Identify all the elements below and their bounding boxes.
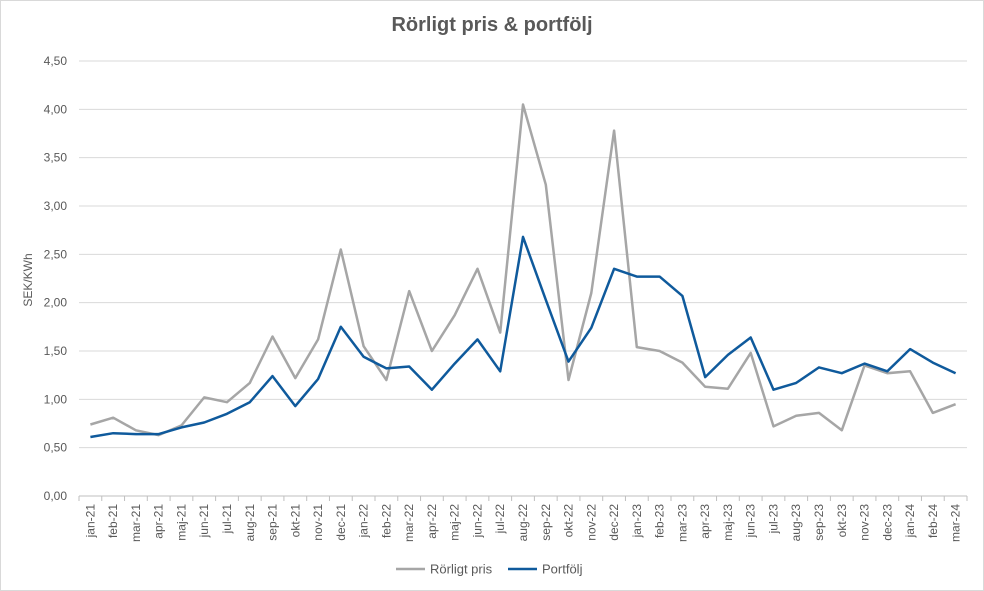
x-tick-label: apr-22 xyxy=(425,504,439,539)
x-tick-label: aug-23 xyxy=(789,504,803,542)
x-tick-label: feb-24 xyxy=(926,504,940,538)
x-tick-label: dec-22 xyxy=(607,504,621,541)
x-tick-label: nov-21 xyxy=(311,504,325,541)
x-tick-label: jan-22 xyxy=(357,504,371,539)
x-tick-label: okt-21 xyxy=(288,504,302,538)
x-tick-label: feb-22 xyxy=(379,504,393,538)
x-tick-label: nov-22 xyxy=(584,504,598,541)
x-tick-label: okt-23 xyxy=(835,504,849,538)
series-line-2 xyxy=(90,235,957,439)
x-tick-label: jul-21 xyxy=(220,504,234,535)
x-tick-label: dec-23 xyxy=(880,504,894,541)
x-tick-label: jul-22 xyxy=(493,504,507,535)
x-tick-label: jan-21 xyxy=(83,504,97,539)
x-tick-label: jun-21 xyxy=(197,504,211,539)
y-tick-label: 4,50 xyxy=(44,54,68,68)
x-tick-label: jan-23 xyxy=(630,504,644,539)
chart-title: Rörligt pris & portfölj xyxy=(391,14,593,36)
series-line-1 xyxy=(90,103,957,437)
series-lines xyxy=(90,103,957,439)
x-tick-label: jan-24 xyxy=(903,504,917,539)
x-tick-label: sep-21 xyxy=(266,504,280,541)
x-tick-label: maj-21 xyxy=(174,504,188,541)
y-tick-label: 0,00 xyxy=(44,489,68,503)
y-axis-ticks: 0,00 0,50 1,00 1,50 2,00 2,50 3,00 3,50 4,00 4,50 xyxy=(44,54,68,503)
x-tick-label: aug-21 xyxy=(243,504,257,542)
x-tick-label: mar-21 xyxy=(129,504,143,542)
y-tick-label: 1,50 xyxy=(44,344,68,358)
x-tick-label: aug-22 xyxy=(516,504,530,542)
x-tick-label: nov-23 xyxy=(858,504,872,541)
x-axis-ticks: jan-21 feb-21 mar-21 apr-21 maj-21 jun-21 jul-… xyxy=(78,496,968,542)
x-tick-label: mar-23 xyxy=(675,504,689,542)
x-tick-label: dec-21 xyxy=(334,504,348,541)
legend-label: Rörligt pris xyxy=(430,562,493,577)
y-tick-label: 3,00 xyxy=(44,199,68,213)
x-tick-label: maj-22 xyxy=(448,504,462,541)
x-tick-label: jul-23 xyxy=(766,504,780,535)
y-tick-label: 2,00 xyxy=(44,296,68,310)
x-tick-label: sep-23 xyxy=(812,504,826,541)
x-tick-label: jun-22 xyxy=(470,504,484,539)
y-tick-label: 4,00 xyxy=(44,102,68,116)
y-tick-label: 2,50 xyxy=(44,247,68,261)
y-axis-label: SEK/KWh xyxy=(21,253,35,306)
x-tick-label: mar-22 xyxy=(402,504,416,542)
legend: Rörligt pris Portfölj xyxy=(396,562,583,577)
legend-label: Portfölj xyxy=(542,562,583,577)
x-tick-label: maj-23 xyxy=(721,504,735,541)
x-tick-label: feb-21 xyxy=(106,504,120,538)
y-tick-label: 1,00 xyxy=(44,392,68,406)
x-tick-label: apr-21 xyxy=(152,504,166,539)
x-tick-label: feb-23 xyxy=(653,504,667,538)
x-tick-label: mar-24 xyxy=(949,504,963,542)
x-tick-label: okt-22 xyxy=(562,504,576,538)
x-tick-label: jun-23 xyxy=(744,504,758,539)
y-tick-label: 0,50 xyxy=(44,441,68,455)
x-tick-label: sep-22 xyxy=(539,504,553,541)
x-tick-label: apr-23 xyxy=(698,504,712,539)
gridlines xyxy=(79,60,967,497)
y-tick-label: 3,50 xyxy=(44,151,68,165)
